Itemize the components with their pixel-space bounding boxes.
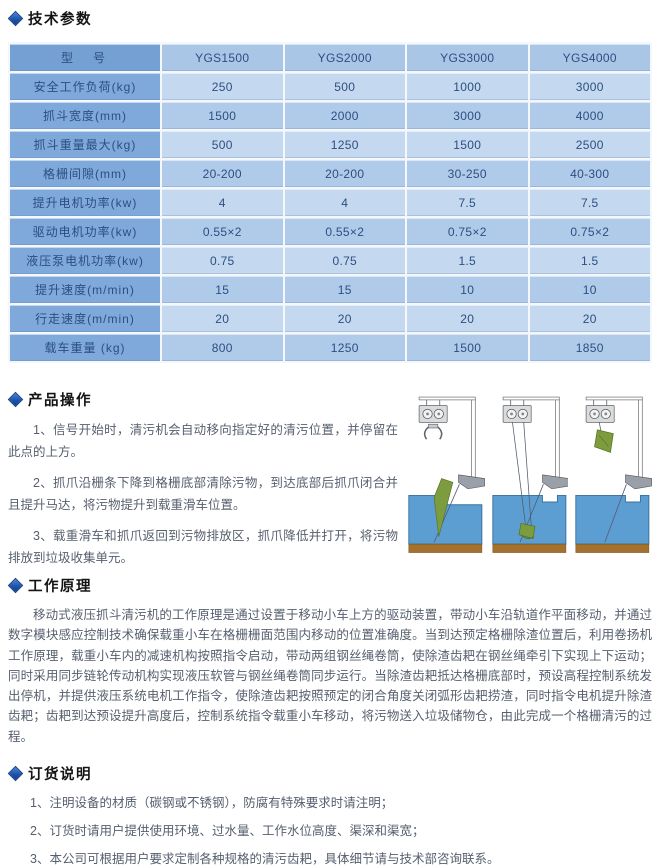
section-heading-principle: 工作原理 (7, 575, 652, 596)
spec-row-grille-gap: 格栅间隙(mm) 20-200 20-200 30-250 40-300 (10, 160, 650, 187)
section-heading-tech-params: 技术参数 (7, 8, 652, 29)
model-name-cell: YGS2000 (284, 44, 405, 71)
spec-table: 型 号 YGS1500 YGS2000 YGS3000 YGS4000 安全工作… (8, 42, 652, 363)
spec-row-safe-load: 安全工作负荷(kg) 250 500 1000 3000 (10, 73, 650, 100)
diagram-grab-raised (575, 396, 653, 553)
spec-row-travel-speed: 行走速度(m/min) 20 20 20 20 (10, 305, 650, 332)
operation-step-3: 3、载重滑车和抓爪返回到污物排放区，抓爪降低并打开，将污物排放到垃圾收集单元。 (8, 529, 398, 565)
spec-row-grab-width: 抓斗宽度(mm) 1500 2000 3000 4000 (10, 102, 650, 129)
model-name-cell: YGS4000 (529, 44, 650, 71)
ordering-item-1: 1、注明设备的材质（碳钢或不锈钢），防腐有特殊要求时请注明； (30, 795, 394, 810)
section-heading-operation: 产品操作 (7, 389, 398, 410)
diagram-grab-descended (492, 396, 569, 553)
diagram-machine-at-position (408, 396, 485, 553)
section-heading-ordering: 订货说明 (7, 763, 652, 784)
operation-step-1: 1、信号开始时，清污机会自动移向指定好的清污位置，并停留在此点的上方。 (8, 423, 398, 459)
model-name-cell: YGS1500 (162, 44, 283, 71)
operation-step-2: 2、抓爪沿栅条下降到格栅底部清除污物，到达底部后抓爪闭合并且提升马达，将污物提升… (8, 476, 398, 512)
ordering-section: 订货说明 1、注明设备的材质（碳钢或不锈钢），防腐有特殊要求时请注明； 2、订货… (7, 763, 652, 868)
section-title-tech-params: 技术参数 (28, 12, 92, 28)
ordering-item-2: 2、订货时请用户提供使用环境、过水量、工作水位高度、渠深和渠宽； (30, 823, 425, 838)
operation-text-column: 产品操作 1、信号开始时，清污机会自动移向指定好的清污位置，并停留在此点的上方。… (7, 381, 398, 569)
spec-row-grab-weight: 抓斗重量最大(kg) 500 1250 1500 2500 (10, 131, 650, 158)
operation-diagrams (406, 381, 653, 569)
spec-row-drive-motor-power: 驱动电机功率(kw) 0.55×2 0.55×2 0.75×2 0.75×2 (10, 218, 650, 245)
diamond-icon (7, 765, 24, 782)
ordering-item-3: 3、本公司可根据用户要求定制各种规格的清污齿耙，具体细节请与技术部咨询联系。 (30, 852, 500, 866)
product-operation-section: 产品操作 1、信号开始时，清污机会自动移向指定好的清污位置，并停留在此点的上方。… (7, 381, 653, 569)
model-header-cell: 型 号 (10, 44, 160, 71)
diamond-icon (7, 577, 24, 594)
section-title-ordering: 订货说明 (28, 766, 92, 783)
model-name-cell: YGS3000 (407, 44, 528, 71)
working-principle-section: 工作原理 移动式液压抓斗清污机的工作原理是通过设置于移动小车上方的驱动装置，带动… (7, 575, 652, 747)
spec-row-lift-motor-power: 提升电机功率(kw) 4 4 7.5 7.5 (10, 189, 650, 216)
spec-row-pump-motor-power: 液压泵电机功率(kw) 0.75 0.75 1.5 1.5 (10, 247, 650, 274)
diamond-icon (7, 10, 24, 27)
section-title-operation: 产品操作 (28, 393, 92, 409)
spec-row-trolley-weight: 载车重量 (kg) 800 1250 1500 1850 (10, 334, 650, 361)
spec-table-header-row: 型 号 YGS1500 YGS2000 YGS3000 YGS4000 (10, 44, 650, 71)
principle-paragraph: 移动式液压抓斗清污机的工作原理是通过设置于移动小车上方的驱动装置，带动小车沿轨道… (8, 608, 652, 744)
diamond-icon (7, 391, 24, 408)
spec-row-lift-speed: 提升速度(m/min) 15 15 10 10 (10, 276, 650, 303)
section-title-principle: 工作原理 (28, 579, 92, 595)
spec-sheet-page: 技术参数 型 号 YGS1500 YGS2000 YGS3000 YGS4000… (7, 8, 653, 866)
